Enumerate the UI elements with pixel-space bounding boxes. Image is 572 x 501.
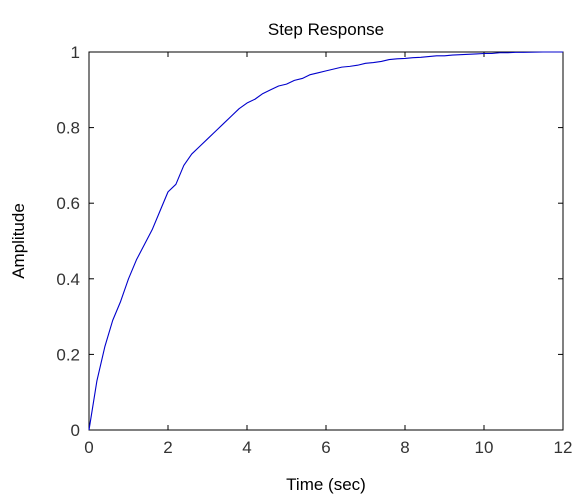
y-axis-label: Amplitude — [9, 203, 28, 279]
x-tick-label-3: 6 — [321, 438, 330, 457]
plot-area-frame — [88, 51, 564, 431]
x-tick-label-0: 0 — [84, 438, 93, 457]
x-tick-label-2: 4 — [242, 438, 251, 457]
y-tick-label-3: 0.6 — [56, 194, 80, 213]
x-axis-label: Time (sec) — [286, 475, 366, 494]
x-tick-label-4: 8 — [400, 438, 409, 457]
y-tick-label-5: 1 — [71, 43, 80, 62]
chart-title: Step Response — [268, 20, 384, 39]
y-tick-label-4: 0.8 — [56, 119, 80, 138]
y-tick-label-2: 0.4 — [56, 270, 80, 289]
x-tick-label-6: 12 — [554, 438, 572, 457]
step-response-line-0 — [88, 51, 563, 431]
y-tick-label-0: 0 — [71, 421, 80, 440]
x-tick-label-5: 10 — [475, 438, 494, 457]
x-tick-label-1: 2 — [163, 438, 172, 457]
y-tick-label-1: 0.2 — [56, 345, 80, 364]
